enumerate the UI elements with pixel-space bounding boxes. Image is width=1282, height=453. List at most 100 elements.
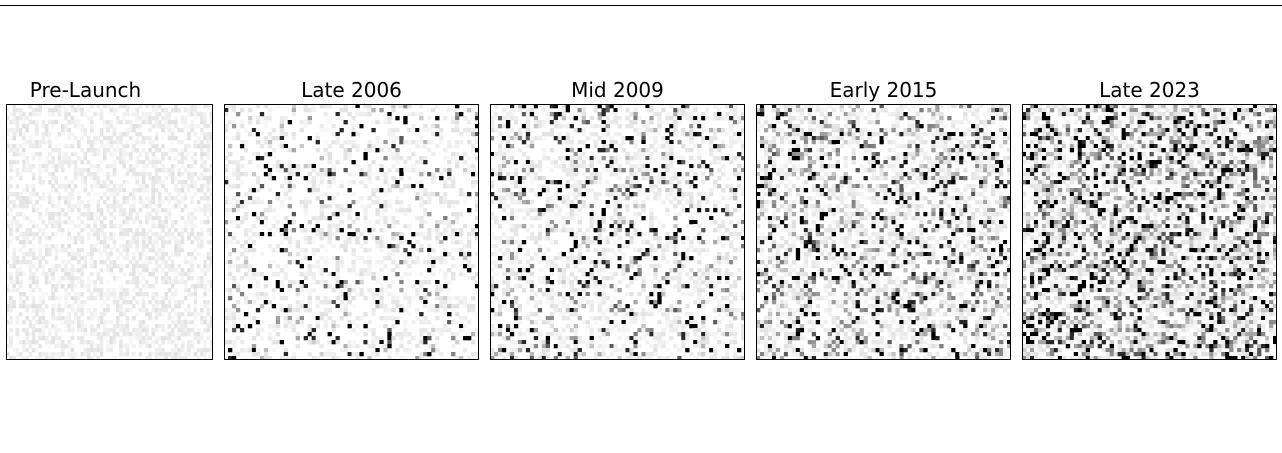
heatmap-cell — [665, 156, 670, 161]
heatmap-cell — [319, 200, 324, 205]
heatmap-cell — [553, 120, 559, 125]
heatmap-cell — [609, 164, 614, 169]
heatmap-cell — [196, 112, 201, 117]
heatmap-cell — [96, 316, 101, 321]
heatmap-cell — [145, 104, 149, 109]
heatmap-cell — [138, 104, 143, 109]
heatmap-cell — [54, 212, 59, 217]
heatmap-cell — [379, 300, 384, 305]
heatmap-cell — [415, 260, 420, 265]
heatmap-cell — [291, 280, 297, 285]
heatmap-cell — [299, 224, 304, 229]
heatmap-cell — [115, 192, 120, 197]
heatmap-cell — [387, 284, 392, 289]
heatmap-cell — [99, 304, 104, 309]
heatmap-cell — [459, 300, 464, 305]
heatmap-cell — [339, 264, 344, 269]
heatmap-cell — [67, 340, 71, 345]
heatmap-cell — [327, 128, 332, 133]
heatmap-cell — [351, 192, 356, 197]
heatmap-cell — [206, 132, 211, 137]
heatmap-cell — [209, 340, 213, 345]
heatmap-cell — [73, 120, 78, 125]
heatmap-cell — [12, 252, 16, 257]
heatmap-cell — [259, 296, 265, 301]
heatmap-cell — [135, 180, 139, 185]
heatmap-cell — [145, 184, 149, 189]
heatmap-cell — [387, 168, 392, 173]
heatmap-cell — [501, 152, 507, 157]
heatmap-cell — [283, 228, 289, 233]
heatmap-cell — [158, 220, 162, 225]
heatmap-cell — [371, 224, 376, 229]
heatmap-cell — [193, 180, 198, 185]
heatmap-cell — [41, 300, 46, 305]
heatmap-cell — [31, 308, 36, 313]
heatmap-cell — [148, 300, 152, 305]
heatmap-cell — [669, 180, 674, 185]
heatmap-cell — [713, 132, 718, 137]
heatmap-cell — [355, 280, 360, 285]
heatmap-cell — [355, 104, 360, 109]
heatmap-cell — [467, 264, 472, 269]
heatmap-cell — [18, 232, 23, 237]
heatmap-cell — [158, 168, 162, 173]
heatmap-cell — [521, 104, 527, 109]
heatmap-cell — [209, 348, 213, 353]
heatmap-cell — [38, 168, 42, 173]
heatmap-cell — [415, 192, 420, 197]
heatmap-cell — [80, 328, 84, 333]
heatmap-cell — [67, 180, 71, 185]
heatmap-cell — [109, 348, 114, 353]
heatmap-cell — [705, 200, 710, 205]
heatmap-cell — [80, 136, 84, 141]
heatmap-cell — [141, 340, 146, 345]
heatmap-cell — [154, 340, 159, 345]
heatmap-cell — [115, 300, 120, 305]
heatmap-cell — [327, 156, 332, 161]
heatmap-cell — [77, 316, 81, 321]
heatmap-cell — [490, 232, 495, 237]
heatmap-cell — [463, 304, 468, 309]
heatmap-cell — [439, 268, 444, 273]
heatmap-cell — [135, 112, 139, 117]
heatmap-cell — [206, 304, 211, 309]
heatmap-cell — [629, 168, 634, 173]
heatmap-cell — [209, 164, 213, 169]
heatmap-cell — [633, 180, 638, 185]
heatmap-cell — [597, 240, 602, 245]
heatmap-cell — [689, 192, 694, 197]
heatmap-cell — [501, 188, 507, 193]
heatmap-cell — [319, 104, 324, 109]
heatmap-cell — [167, 256, 172, 261]
heatmap-cell — [355, 316, 360, 321]
heatmap-cell — [263, 292, 269, 297]
heatmap-cell — [537, 176, 543, 181]
heatmap-cell — [177, 240, 181, 245]
heatmap-cell — [497, 204, 503, 209]
heatmap-cell — [196, 176, 201, 181]
heatmap-cell — [581, 204, 586, 209]
heatmap-cell — [154, 336, 159, 341]
heatmap-cell — [521, 112, 527, 117]
heatmap-cell — [44, 252, 49, 257]
heatmap-cell — [367, 204, 372, 209]
heatmap-cell — [395, 180, 400, 185]
heatmap-cell — [271, 224, 277, 229]
heatmap-cell — [18, 132, 23, 137]
heatmap-cell — [323, 232, 328, 237]
heatmap-cell — [311, 216, 316, 221]
heatmap-cell — [553, 228, 559, 233]
heatmap-cell — [741, 176, 745, 181]
heatmap-cell — [685, 172, 690, 177]
heatmap-cell — [359, 112, 364, 117]
heatmap-cell — [96, 152, 101, 157]
heatmap-cell — [525, 196, 531, 201]
heatmap-cell — [363, 324, 368, 329]
heatmap-cell — [415, 256, 420, 261]
heatmap-cell — [295, 316, 300, 321]
heatmap-cell — [395, 160, 400, 165]
heatmap-cell — [641, 204, 646, 209]
heatmap-cell — [665, 192, 670, 197]
heatmap-cell — [60, 132, 65, 137]
